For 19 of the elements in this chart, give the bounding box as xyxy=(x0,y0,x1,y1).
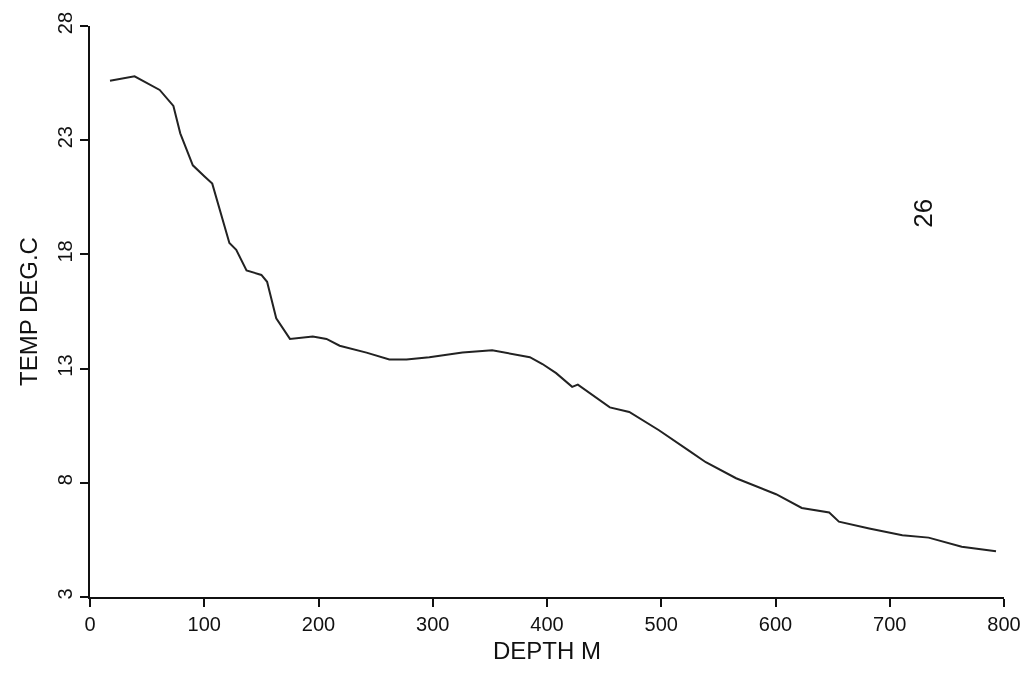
line-series xyxy=(108,75,997,553)
x-tick-label: 400 xyxy=(530,613,564,635)
x-axis-title: DEPTH M xyxy=(493,636,601,664)
x-tick-label: 0 xyxy=(84,613,96,635)
x-tick-label: 500 xyxy=(644,613,678,635)
annotation: 26 xyxy=(908,198,939,228)
y-tick-label: 28 xyxy=(54,11,76,35)
x-tick-label: 100 xyxy=(187,613,221,635)
y-tick-label: 23 xyxy=(54,126,76,149)
y-axis-title: TEMP DEG.C xyxy=(14,237,42,386)
x-tick-label: 200 xyxy=(301,613,336,635)
y-tick-label: 8 xyxy=(54,474,76,486)
y-tick-label: 18 xyxy=(54,240,76,263)
y-tick-label: 3 xyxy=(54,588,76,600)
y-tick-label: 13 xyxy=(54,354,76,377)
x-tick-label: 800 xyxy=(987,613,1021,635)
x-tick-label: 600 xyxy=(758,613,793,635)
x-tick-label: 700 xyxy=(873,613,907,635)
x-tick-label: 300 xyxy=(416,613,450,635)
